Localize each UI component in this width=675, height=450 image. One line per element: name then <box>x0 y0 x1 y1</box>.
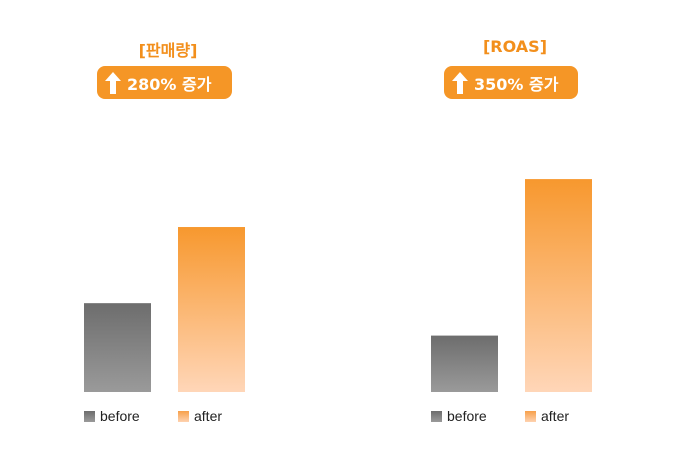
bar-before <box>84 303 151 392</box>
chart-legend: before after <box>431 408 631 426</box>
bar-chart-roas <box>431 179 592 392</box>
increase-badge-text: 350% 증가 <box>474 74 559 94</box>
legend-swatch-before <box>431 410 442 422</box>
legend-item-before: before <box>431 408 487 424</box>
legend-label-before: before <box>100 408 140 424</box>
increase-badge: 280% 증가 <box>97 66 232 99</box>
legend-item-after: after <box>525 408 569 424</box>
up-arrow-icon <box>452 71 468 94</box>
legend-swatch-after <box>525 410 536 422</box>
legend-swatch-before <box>84 410 95 422</box>
legend-item-before: before <box>84 408 140 424</box>
chart-title: [ROAS] <box>482 37 548 56</box>
legend-swatch-after <box>178 410 189 422</box>
chart-panel-roas: [ROAS] 350% 증가 before after <box>375 0 655 450</box>
legend-label-before: before <box>447 408 487 424</box>
up-arrow-icon <box>105 71 121 94</box>
bar-chart-sales <box>84 227 245 392</box>
bar-after <box>525 179 592 392</box>
legend-label-after: after <box>541 408 570 424</box>
legend-item-after: after <box>178 408 222 424</box>
bar-after <box>178 227 245 392</box>
chart-panel-sales: [판매량] 280% 증가 before after <box>28 0 308 450</box>
increase-badge: 350% 증가 <box>444 66 578 99</box>
chart-legend: before after <box>84 408 284 426</box>
chart-title: [판매량] <box>138 41 198 60</box>
bar-before <box>431 335 498 392</box>
increase-badge-text: 280% 증가 <box>127 74 212 94</box>
legend-label-after: after <box>194 408 223 424</box>
